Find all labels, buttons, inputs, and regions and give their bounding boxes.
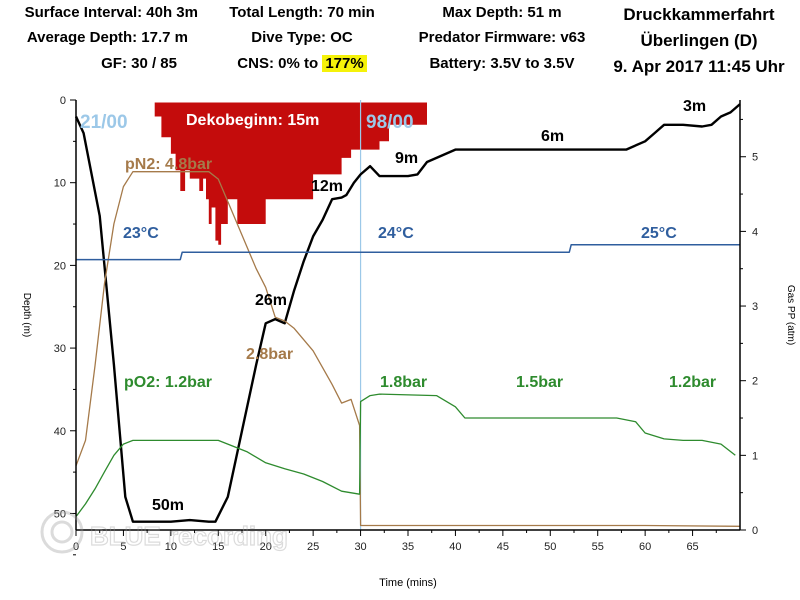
firmware: Predator Firmware: v63 <box>418 29 586 46</box>
x-tick-label: 10 <box>165 541 177 553</box>
y-left-tick-label: 30 <box>54 343 66 355</box>
depth-label-26: 26m <box>255 292 287 309</box>
depth-line <box>74 103 741 523</box>
temperature-line <box>76 243 740 261</box>
watermark: BLUE recording <box>40 510 289 554</box>
y-left-tick-label: 50 <box>54 508 66 520</box>
pn2-label-mid: 2.8bar <box>246 346 293 363</box>
deco-ceiling-area <box>151 102 427 245</box>
y-right-tick-label: 0 <box>752 525 758 537</box>
deco-ceiling-path <box>151 102 427 245</box>
y-left-tick-label: 20 <box>54 260 66 272</box>
pn2-line <box>75 171 741 527</box>
average-depth: Average Depth: 17.7 m <box>26 29 188 46</box>
x-tick-label: 15 <box>212 541 224 553</box>
cns: CNS: 0% to 177% <box>207 55 397 73</box>
dive-type: Dive Type: OC <box>251 29 353 46</box>
depth-label-12: 12m <box>311 178 343 195</box>
po2-label-start: pO2: 1.2bar <box>124 374 212 391</box>
total-length: Total Length: 70 min <box>229 4 375 21</box>
watermark-text: BLUE recording <box>90 521 288 551</box>
x-tick-label: 20 <box>260 541 272 553</box>
x-tick-label: 30 <box>354 541 366 553</box>
y-axis-left-label: Depth (m) <box>21 293 32 337</box>
annotations: Dekobeginn: 15m 21/00 98/00 50m 26m 12m 9m 6m 3m… <box>80 98 716 514</box>
x-tick-label: 55 <box>592 541 604 553</box>
y-right-tick-label: 4 <box>752 226 758 238</box>
po2-line <box>75 393 736 517</box>
y-right-tick-label: 1 <box>752 450 758 462</box>
surface-interval: Surface Interval: 40h 3m <box>24 4 198 21</box>
y-right-tick-label: 5 <box>752 152 758 164</box>
x-tick-label: 0 <box>73 541 79 553</box>
temp-label-24: 24°C <box>378 225 414 242</box>
x-tick-label: 50 <box>544 541 556 553</box>
watermark-logo-icon <box>40 510 84 554</box>
y-left-tick-label: 10 <box>54 178 66 190</box>
cns-value-highlight: 177% <box>322 55 367 72</box>
axes: 0 5 10 15 20 25 30 35 40 45 50 55 60 6501020304050012… <box>21 95 796 589</box>
po2-label-1: 1.8bar <box>380 374 427 391</box>
x-tick-label: 25 <box>307 541 319 553</box>
title-line2: Überlingen (D) <box>640 31 758 50</box>
watermark-logo-inner-icon <box>50 520 74 544</box>
title-line3: 9. Apr 2017 11:45 Uhr <box>613 57 785 76</box>
temp-label-25: 25°C <box>641 225 677 242</box>
depth-label-6: 6m <box>541 128 564 145</box>
y-right-tick-label: 3 <box>752 301 758 313</box>
y-left-tick-label: 40 <box>54 426 66 438</box>
depth-label-3: 3m <box>683 98 706 115</box>
depth-label-9: 9m <box>395 150 418 167</box>
po2-label-3: 1.2bar <box>669 374 716 391</box>
po2-label-2: 1.5bar <box>516 374 563 391</box>
x-tick-label: 60 <box>639 541 651 553</box>
cns-prefix: CNS: 0% to <box>237 55 323 72</box>
x-tick-label: 40 <box>449 541 461 553</box>
y-right-tick-label: 2 <box>752 376 758 388</box>
deco-start-label: Dekobeginn: 15m <box>186 112 319 129</box>
x-tick-label: 45 <box>497 541 509 553</box>
max-depth: Max Depth: 51 m <box>442 4 562 21</box>
x-tick-label: 5 <box>120 541 126 553</box>
title-line1: Druckkammerfahrt <box>623 5 775 24</box>
x-axis-label: Time (mins) <box>379 577 437 589</box>
gas-switch-label: 98/00 <box>366 112 414 133</box>
temp-label-23: 23°C <box>123 225 159 242</box>
battery: Battery: 3.5V to 3.5V <box>429 55 575 72</box>
x-tick-label: 65 <box>686 541 698 553</box>
pn2-label-start: pN2: 4.8bar <box>125 156 212 173</box>
x-tick-label: 35 <box>402 541 414 553</box>
y-left-tick-label: 0 <box>60 95 66 107</box>
depth-label-50: 50m <box>152 497 184 514</box>
gradient-factors: GF: 30 / 85 <box>101 55 177 72</box>
y-axis-right-label: Gas PP (atm) <box>785 285 796 345</box>
gas-start-label: 21/00 <box>80 112 128 133</box>
series-lines <box>74 103 741 527</box>
